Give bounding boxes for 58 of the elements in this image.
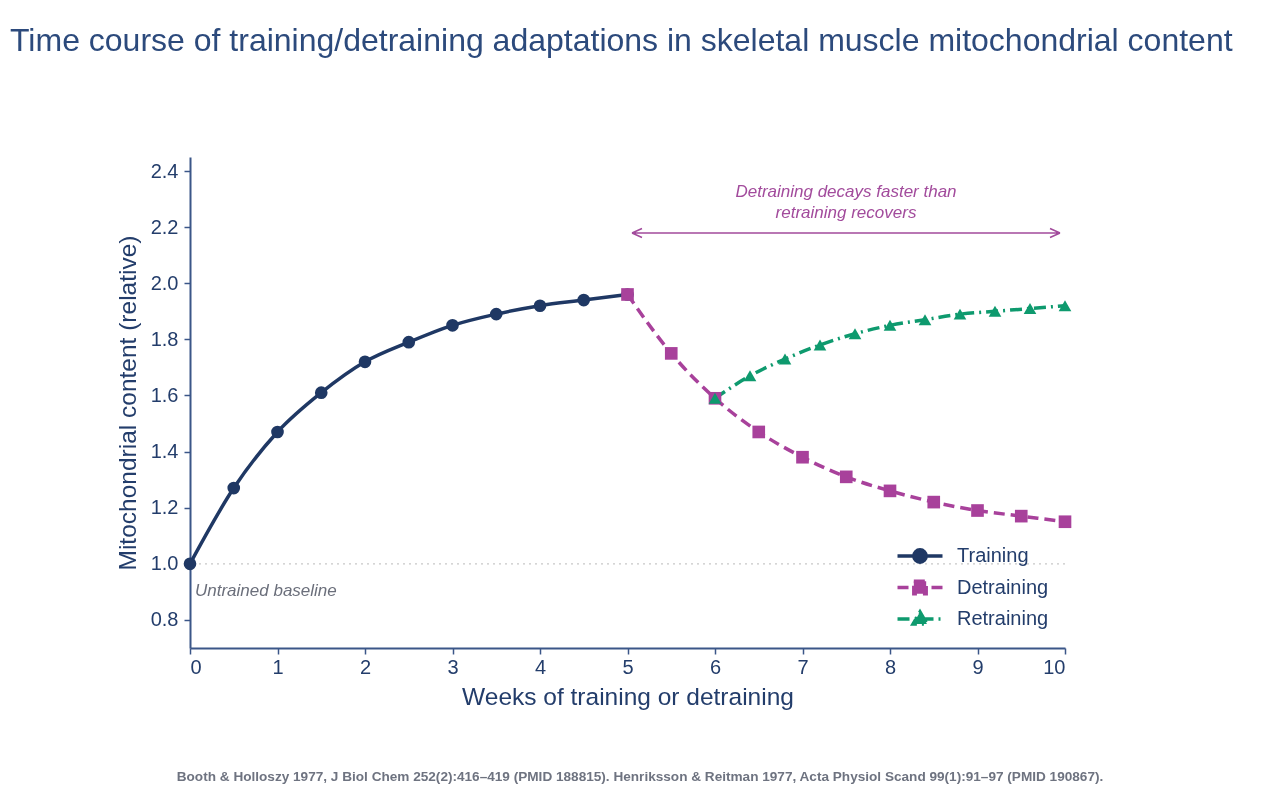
point — [271, 425, 284, 439]
point — [1023, 303, 1037, 314]
y-axis-title: Mitochondrial content (relative) — [113, 235, 141, 571]
point — [778, 353, 792, 365]
x-tick-label: 5 — [622, 655, 634, 678]
point — [1058, 515, 1072, 529]
point — [971, 504, 984, 517]
y-tick-label: 1.8 — [150, 327, 179, 350]
y-tick-label: 1.0 — [150, 552, 179, 575]
point — [796, 450, 809, 464]
y-tick-label: 1.2 — [150, 496, 179, 519]
point — [743, 370, 757, 382]
y-tick-label: 2.4 — [150, 159, 179, 182]
point — [227, 481, 241, 495]
x-axis-title: Weeks of training or detraining — [462, 682, 794, 710]
x-tick-label: 3 — [447, 655, 459, 678]
point — [953, 308, 967, 320]
point — [577, 293, 591, 307]
y-tick-label: 1.4 — [150, 440, 179, 463]
ref-line-label: Untrained baseline — [195, 580, 337, 600]
x-tick-label: 10 — [1043, 655, 1066, 678]
point — [839, 470, 853, 484]
y-tick-label: 0.8 — [150, 608, 179, 631]
point — [813, 339, 827, 351]
point — [402, 335, 416, 349]
point — [489, 307, 503, 321]
x-tick-label: 9 — [972, 655, 984, 678]
x-tick-label: 6 — [709, 655, 722, 678]
chart-title: Time course of training/detraining adaptations in skeletal muscle mitochondrial content — [10, 22, 1233, 58]
y-tick-label: 2.0 — [150, 271, 179, 294]
legend-label: Training — [957, 544, 1029, 566]
point — [183, 557, 197, 571]
point — [1058, 300, 1072, 312]
annotation: Detraining decays faster than retraining recovers — [735, 182, 957, 222]
point — [883, 484, 897, 498]
point — [446, 319, 459, 332]
point — [314, 386, 328, 399]
point — [988, 305, 1002, 317]
x-tick-label: 7 — [797, 655, 809, 678]
point — [848, 328, 862, 340]
x-tick-label: 2 — [359, 655, 372, 678]
legend-label: Detraining — [957, 575, 1049, 598]
text: Booth & Holloszy 1977, J Biol Chem 252(2):416–419 (PMID 188815). Henriksson & Reitman 1977, Acta Physiol Scand 99(1):91–97 (PMID 190867). — [176, 769, 1104, 784]
point — [883, 319, 897, 331]
legend-label: Retraining — [957, 607, 1049, 629]
point — [664, 347, 678, 360]
y-tick-label: 2.2 — [150, 215, 179, 238]
point — [358, 355, 372, 369]
x-tick-label: 4 — [534, 655, 547, 678]
point — [533, 299, 547, 313]
point — [927, 495, 941, 509]
point — [1014, 509, 1028, 523]
point — [752, 425, 766, 439]
x-tick-label: 1 — [272, 655, 284, 678]
point — [918, 314, 932, 326]
x-tick-label: 0 — [190, 655, 202, 678]
y-tick-label: 1.6 — [150, 383, 179, 406]
x-tick-label: 8 — [884, 655, 897, 678]
